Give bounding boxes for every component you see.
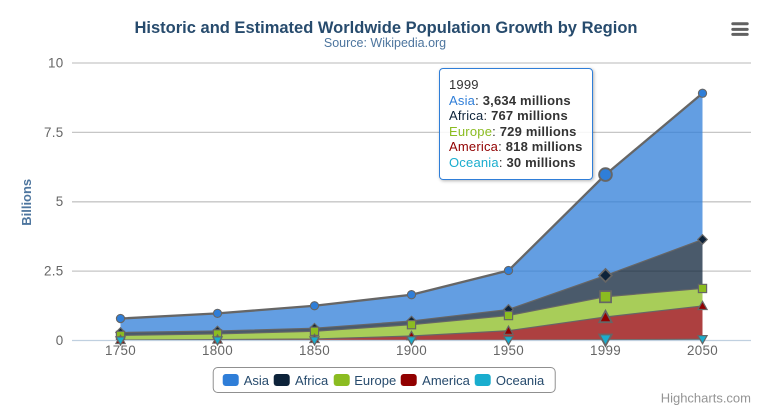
svg-text:2.5: 2.5 xyxy=(44,264,64,279)
svg-text:0: 0 xyxy=(56,333,64,348)
svg-text:Billions: Billions xyxy=(19,179,34,226)
svg-text:1999: 1999 xyxy=(590,343,621,358)
svg-text:2050: 2050 xyxy=(687,343,718,358)
svg-text:1800: 1800 xyxy=(202,343,233,358)
svg-text:1850: 1850 xyxy=(299,343,330,358)
svg-text:1900: 1900 xyxy=(396,343,427,358)
svg-text:10: 10 xyxy=(48,56,64,71)
svg-text:1750: 1750 xyxy=(105,343,136,358)
svg-text:Historic and Estimated Worldwi: Historic and Estimated Worldwide Populat… xyxy=(135,19,638,37)
svg-text:5: 5 xyxy=(56,194,64,209)
svg-text:Source: Wikipedia.org: Source: Wikipedia.org xyxy=(324,36,446,50)
svg-text:Highcharts.com: Highcharts.com xyxy=(661,391,751,406)
svg-text:7.5: 7.5 xyxy=(44,125,64,140)
svg-text:1950: 1950 xyxy=(493,343,524,358)
